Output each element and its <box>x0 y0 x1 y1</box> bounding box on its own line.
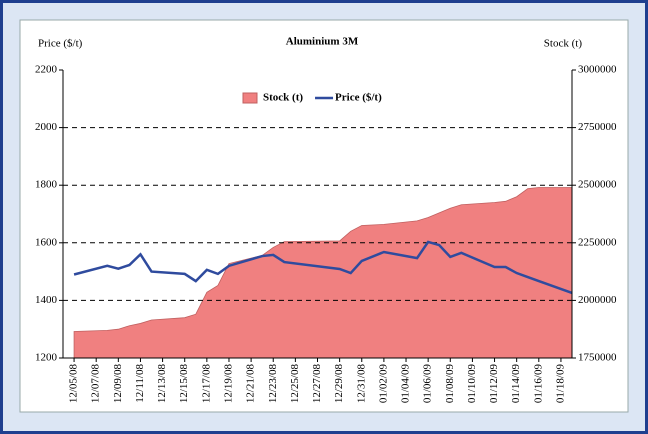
x-tick-label: 12/09/08 <box>112 364 124 404</box>
x-tick-label: 12/19/08 <box>223 364 235 404</box>
x-tick-label: 12/05/08 <box>68 364 80 404</box>
x-tick-label: 01/16/09 <box>532 364 544 404</box>
x-tick-label: 12/13/08 <box>156 364 168 404</box>
legend-swatch <box>242 92 258 104</box>
y2-tick-label: 3000000 <box>578 64 617 76</box>
x-tick-label: 01/10/09 <box>466 364 478 404</box>
x-tick-label: 01/04/09 <box>400 364 412 404</box>
x-tick-label: 12/27/08 <box>311 364 323 404</box>
x-tick-label: 01/18/09 <box>554 364 566 404</box>
x-tick-label: 01/14/09 <box>510 364 522 404</box>
x-tick-label: 12/29/08 <box>333 364 345 404</box>
y-tick-label: 2000 <box>35 121 58 133</box>
x-tick-label: 12/21/08 <box>245 364 257 404</box>
x-tick-label: 12/07/08 <box>90 364 102 404</box>
legend-label: Price ($/t) <box>335 92 382 104</box>
y-axis-label: Price ($/t) <box>38 38 83 50</box>
x-tick-label: 12/25/08 <box>289 364 301 404</box>
x-tick-label: 01/08/09 <box>444 364 456 404</box>
x-tick-label: 12/11/08 <box>134 364 146 403</box>
y-tick-label: 1800 <box>35 179 58 191</box>
x-tick-label: 12/23/08 <box>267 364 279 404</box>
x-tick-label: 12/31/08 <box>355 364 367 404</box>
y-tick-label: 1400 <box>35 294 58 306</box>
y2-tick-label: 2500000 <box>578 179 617 191</box>
x-tick-label: 01/02/09 <box>377 364 389 404</box>
price-line <box>73 240 573 295</box>
y2-tick-label: 2000000 <box>578 294 617 306</box>
y-tick-label: 1600 <box>35 236 58 248</box>
y-tick-label: 1200 <box>35 352 58 364</box>
legend-label: Stock (t) <box>263 92 303 104</box>
y2-tick-label: 2250000 <box>578 236 617 248</box>
chart-title: Aluminium 3M <box>286 36 359 48</box>
y2-tick-label: 2750000 <box>578 121 617 133</box>
y2-axis-label: Stock (t) <box>544 38 583 50</box>
y2-tick-label: 1750000 <box>578 352 617 364</box>
x-tick-label: 01/12/09 <box>488 364 500 404</box>
x-tick-label: 12/17/08 <box>200 364 212 404</box>
stock-area <box>73 187 573 359</box>
x-tick-label: 12/15/08 <box>178 364 190 404</box>
x-tick-label: 01/06/09 <box>422 364 434 404</box>
y-tick-label: 2200 <box>35 64 58 76</box>
